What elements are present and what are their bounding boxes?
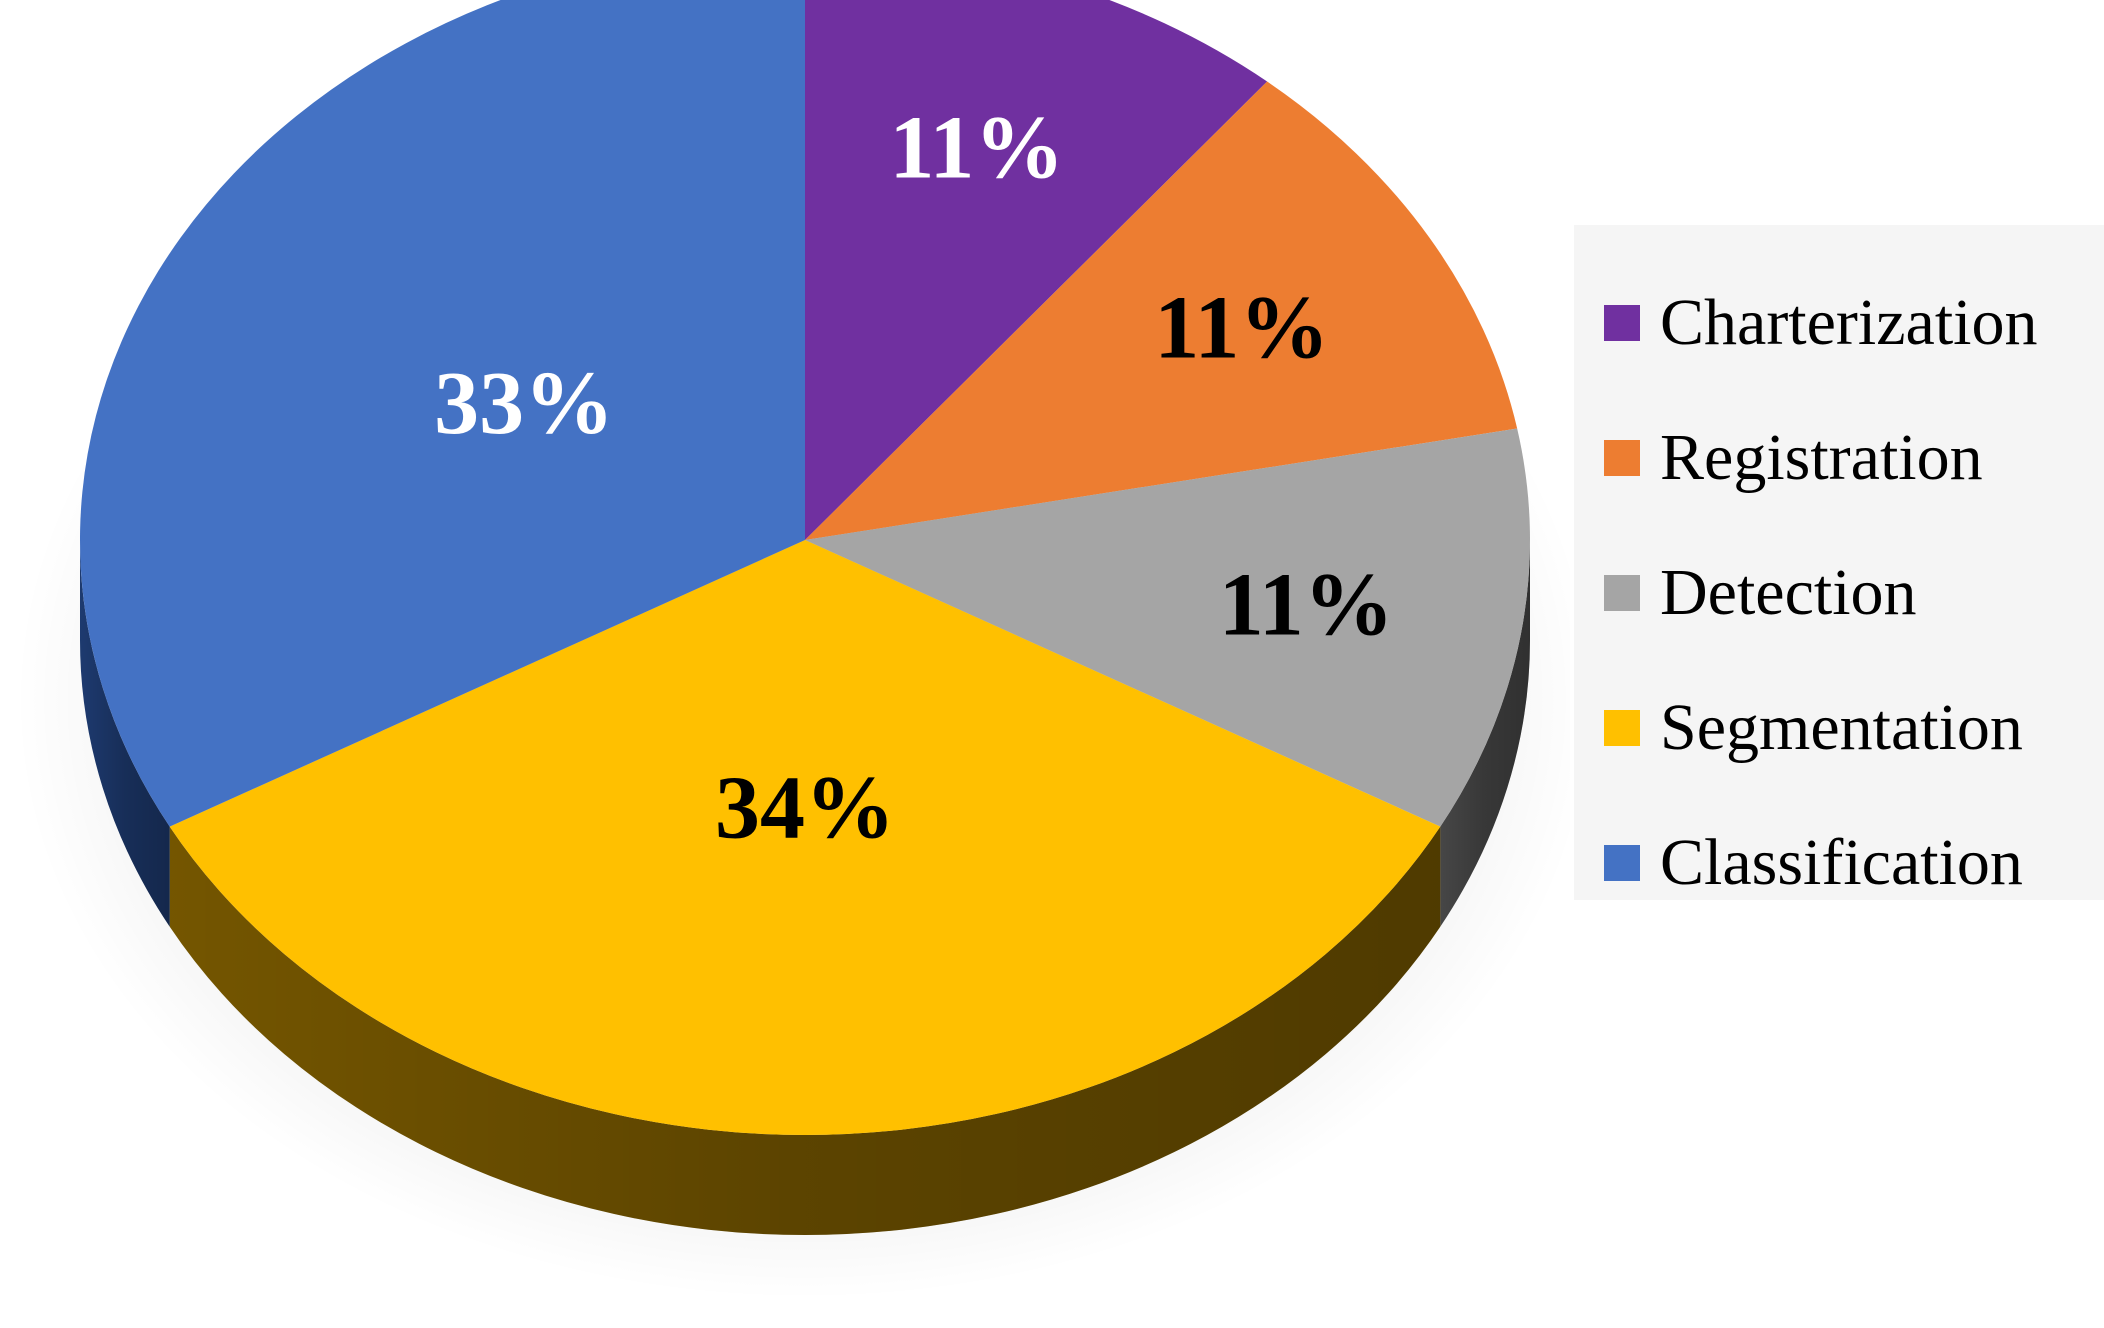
legend-label: Charterization xyxy=(1660,285,2038,359)
legend-label: Registration xyxy=(1660,420,1983,494)
legend-item-detection: Detection xyxy=(1574,525,2104,660)
legend-item-charterization: Charterization xyxy=(1574,255,2104,390)
data-label-segmentation: 34% xyxy=(715,758,895,857)
legend: Charterization Registration Detection Segme… xyxy=(1574,225,2104,900)
legend-swatch xyxy=(1604,574,1640,611)
legend-swatch xyxy=(1604,844,1640,881)
data-label-charterization: 11% xyxy=(889,99,1064,198)
legend-swatch xyxy=(1604,304,1640,341)
legend-label: Segmentation xyxy=(1660,690,2023,764)
pie-data-labels: 11% 11% 11% 34% 33% xyxy=(434,99,1394,858)
data-label-registration: 11% xyxy=(1154,278,1329,377)
pie-plot-area: 11% 11% 11% 34% 33% xyxy=(15,0,1570,1300)
legend-swatch xyxy=(1604,439,1640,476)
pie-side-shade-segmentation xyxy=(169,826,1441,1236)
pie-slices xyxy=(80,0,1530,1136)
pie-slice-segmentation xyxy=(169,540,1441,1136)
legend-item-classification: Classification xyxy=(1574,795,2104,930)
data-label-classification: 33% xyxy=(434,354,614,453)
pie-slice-detection xyxy=(805,428,1530,827)
pie-sides xyxy=(80,540,1530,1236)
legend-swatch xyxy=(1604,709,1640,746)
pie-side-shade-classification xyxy=(80,540,170,927)
legend-label: Classification xyxy=(1660,825,2023,899)
pie-slice-classification xyxy=(80,0,805,827)
pie-slice-charterization xyxy=(805,0,1268,540)
legend-item-segmentation: Segmentation xyxy=(1574,660,2104,795)
pie-side-shade-detection xyxy=(1440,540,1530,927)
legend-item-registration: Registration xyxy=(1574,390,2104,525)
pie-slice-registration xyxy=(805,81,1518,541)
data-label-detection: 11% xyxy=(1219,556,1394,655)
legend-label: Detection xyxy=(1660,555,1917,629)
